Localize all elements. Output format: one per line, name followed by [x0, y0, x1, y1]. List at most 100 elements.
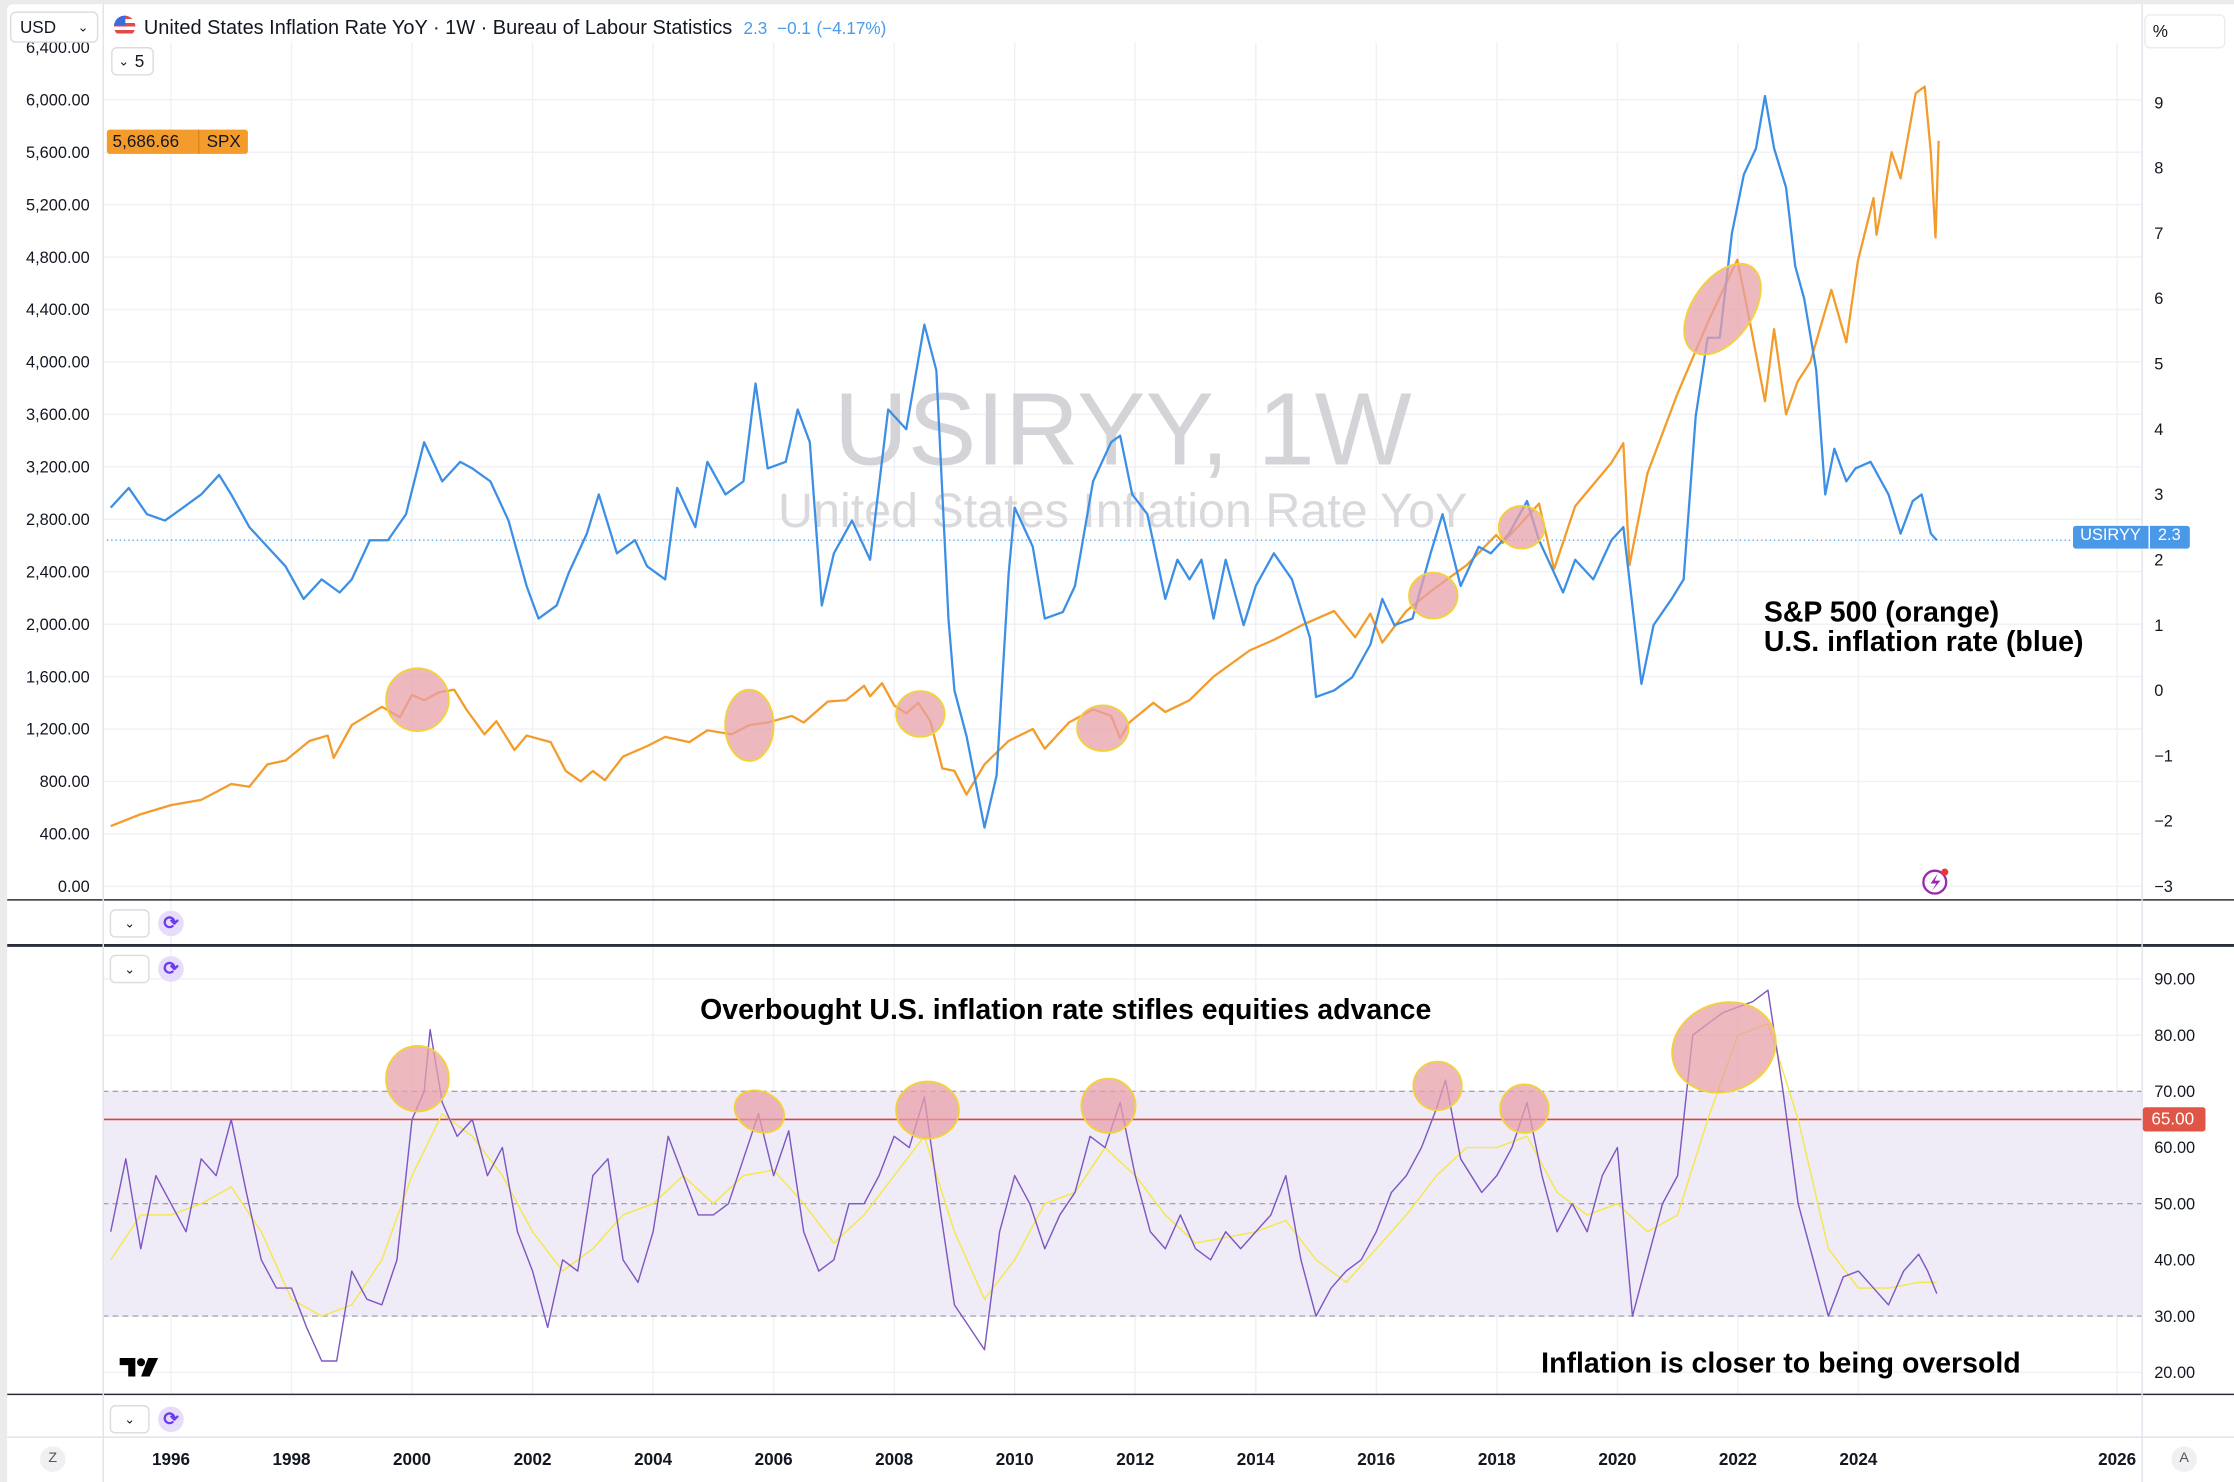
pane-collapse-button[interactable]: ⌄	[109, 1405, 150, 1434]
percent-axis-label: 9	[2154, 94, 2163, 112]
percent-axis-label: 2	[2154, 551, 2163, 569]
spx-axis-label: 6,000.00	[26, 91, 90, 109]
time-axis-label: 2024	[1839, 1450, 1877, 1469]
spx-axis-label: 4,400.00	[26, 301, 90, 319]
rsi-ma-line[interactable]	[110, 1023, 1937, 1317]
rsi-axis-label: 80.00	[2154, 1027, 2195, 1045]
chevron-down-icon: ⌄	[118, 53, 130, 68]
spx-axis-label: 2,400.00	[26, 563, 90, 581]
highlight-ellipse[interactable]	[1080, 1077, 1137, 1134]
percent-axis-label: 0	[2154, 682, 2163, 700]
highlight-ellipse[interactable]	[728, 1083, 791, 1141]
chart-canvas[interactable]: USIRYY, 1W United States Inflation Rate …	[7, 4, 2234, 1482]
time-axis-label: 2026	[2098, 1450, 2136, 1469]
time-axis-label: 2002	[514, 1450, 552, 1469]
time-axis-label: 2012	[1116, 1450, 1154, 1469]
highlight-ellipse[interactable]	[1412, 1060, 1463, 1112]
highlight-ellipse[interactable]	[895, 1080, 960, 1140]
tradingview-logo[interactable]	[119, 1358, 159, 1377]
title-text: United States Inflation Rate YoY · 1W · …	[143, 15, 733, 39]
spx-price-tag: 5,686.66 SPX	[106, 129, 248, 154]
indicator-count: 5	[134, 51, 145, 72]
symbol-title[interactable]: United States Inflation Rate YoY · 1W · …	[144, 16, 886, 39]
rsi-level-tag: 65.00	[2142, 1107, 2206, 1132]
rsi-axis-label: 60.00	[2154, 1139, 2195, 1157]
time-axis-label: 2016	[1357, 1450, 1395, 1469]
time-axis-label: 2000	[393, 1450, 431, 1469]
spx-axis-label: 0.00	[58, 878, 90, 896]
highlight-ellipse[interactable]	[1669, 250, 1777, 368]
time-axis-label: 2006	[755, 1450, 793, 1469]
refresh-icon[interactable]: ⟳	[158, 1406, 184, 1433]
overbought-annotation: Overbought U.S. inflation rate stifles e…	[700, 994, 1431, 1026]
highlight-ellipse[interactable]	[1497, 504, 1546, 550]
time-axis-label: 2020	[1598, 1450, 1636, 1469]
spx-axis-label: 3,200.00	[26, 459, 90, 477]
legend-annotation-spx: S&P 500 (orange)	[1764, 596, 1999, 628]
spx-axis-label: 4,800.00	[26, 249, 90, 267]
rsi-axis-label: 30.00	[2154, 1308, 2195, 1326]
highlight-ellipse[interactable]	[1499, 1083, 1550, 1134]
usiryy-symbol: USIRYY	[2073, 525, 2150, 549]
auto-scale-button[interactable]: A	[2171, 1446, 2197, 1473]
pane-collapse-button[interactable]: ⌄	[109, 909, 150, 938]
watermark-symbol: USIRYY, 1W	[834, 372, 1412, 487]
currency-select[interactable]: USD ⌄	[9, 11, 99, 43]
percent-axis-label: 7	[2154, 225, 2163, 243]
percent-axis-label: −2	[2154, 813, 2173, 831]
usiryy-price-tag: USIRYY 2.3	[2072, 525, 2190, 549]
collapse-indicators-button[interactable]: ⌄ 5	[111, 47, 154, 76]
spx-axis-label: 5,200.00	[26, 196, 90, 214]
rsi-axis-label: 20.00	[2154, 1364, 2195, 1382]
highlight-annotations	[385, 250, 1788, 1141]
scale-unit-button[interactable]: %	[2144, 14, 2226, 49]
rsi-axis-label: 40.00	[2154, 1252, 2195, 1270]
lightning-alert-icon[interactable]	[1922, 868, 1949, 895]
highlight-ellipse[interactable]	[385, 667, 450, 732]
pane-collapse-button[interactable]: ⌄	[109, 954, 150, 984]
highlight-ellipse[interactable]	[1076, 704, 1130, 752]
spx-axis-label: 2,800.00	[26, 511, 90, 529]
highlight-ellipse[interactable]	[895, 690, 946, 738]
rsi-axis-label: 50.00	[2154, 1195, 2195, 1213]
time-axis-label: 2008	[875, 1450, 913, 1469]
time-axis-label: 2010	[996, 1450, 1034, 1469]
time-axis-label: 2014	[1237, 1450, 1275, 1469]
highlight-ellipse[interactable]	[1408, 571, 1459, 620]
time-axis-label: 2004	[634, 1450, 672, 1469]
percent-axis-label: −3	[2154, 878, 2173, 896]
percent-axis-label: 4	[2154, 421, 2163, 439]
spx-symbol: SPX	[206, 131, 241, 152]
time-axis-label: 2018	[1478, 1450, 1516, 1469]
percent-axis-label: 6	[2154, 290, 2163, 308]
spx-axis-label: 1,200.00	[26, 721, 90, 739]
chevron-down-icon: ⌄	[124, 961, 136, 976]
change-value: −0.1	[777, 18, 811, 39]
z-scale-button[interactable]: Z	[39, 1446, 66, 1473]
spx-axis-label: 1,600.00	[26, 668, 90, 686]
highlight-ellipse[interactable]	[1659, 988, 1788, 1107]
last-value: 2.3	[743, 18, 768, 39]
watermark-name: United States Inflation Rate YoY	[778, 484, 1467, 538]
highlight-ellipse[interactable]	[385, 1045, 450, 1113]
spx-axis-label: 2,000.00	[26, 616, 90, 634]
axis-labels: 1996 1998 2000 2002 2004 2006 2008 2010 2012 2014…	[26, 39, 2195, 1469]
spx-axis-label: 5,600.00	[26, 144, 90, 162]
rsi-axis-label: 90.00	[2154, 971, 2195, 989]
percent-axis-label: −1	[2154, 747, 2173, 765]
rsi-axis-label: 70.00	[2154, 1083, 2195, 1101]
spx-axis-label: 4,000.00	[26, 354, 90, 372]
legend-annotation-inflation: U.S. inflation rate (blue)	[1764, 626, 2084, 658]
highlight-ellipse[interactable]	[724, 688, 775, 762]
chevron-down-icon: ⌄	[124, 915, 136, 930]
chevron-down-icon: ⌄	[77, 19, 89, 34]
refresh-icon[interactable]: ⟳	[158, 910, 184, 937]
oversold-annotation: Inflation is closer to being oversold	[1541, 1347, 2021, 1379]
time-axis-label: 2022	[1719, 1450, 1757, 1469]
usiryy-value: 2.3	[2157, 527, 2181, 545]
spx-axis-label: 6,400.00	[26, 39, 90, 57]
spx-axis-label: 3,600.00	[26, 406, 90, 424]
refresh-icon[interactable]: ⟳	[158, 956, 184, 982]
percent-axis-label: 3	[2154, 486, 2163, 504]
